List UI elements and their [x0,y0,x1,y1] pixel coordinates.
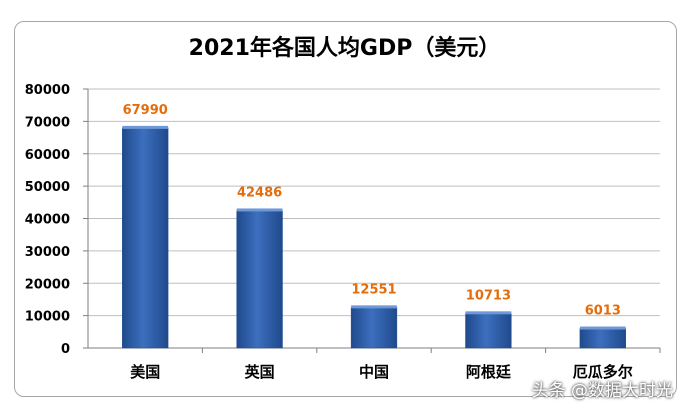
bar [122,127,169,349]
y-tick-label: 10000 [25,310,70,325]
y-tick-label: 20000 [25,277,70,292]
x-tick-label: 英国 [245,363,275,381]
watermark: 头条 @数据大时光 [531,381,673,401]
x-tick-label: 厄瓜多尔 [573,363,633,381]
x-tick-label: 中国 [359,363,389,381]
bar [579,328,626,349]
bar-top [465,311,512,315]
data-label: 67990 [123,103,168,118]
data-label: 10713 [466,288,511,303]
y-tick-label: 40000 [25,213,70,228]
x-tick-label: 阿根廷 [466,363,512,381]
chart-title: 2021年各国人均GDP（美元） [188,36,501,61]
data-label: 42486 [237,185,282,200]
bar-top [236,208,283,212]
data-label: 6013 [585,304,621,319]
bar [350,307,398,349]
y-tick-label: 30000 [25,245,70,260]
bar-top [579,326,626,330]
y-tick-label: 70000 [25,115,70,130]
bar-top [122,125,169,129]
y-tick-label: 60000 [25,148,70,163]
y-tick-label: 50000 [25,180,70,195]
bar [465,313,512,349]
bar [236,210,283,349]
x-tick-label: 美国 [130,363,160,381]
y-tick-label: 80000 [25,83,70,98]
data-label: 12551 [351,282,396,297]
y-tick-label: 0 [61,342,70,357]
bar-top [351,305,397,309]
